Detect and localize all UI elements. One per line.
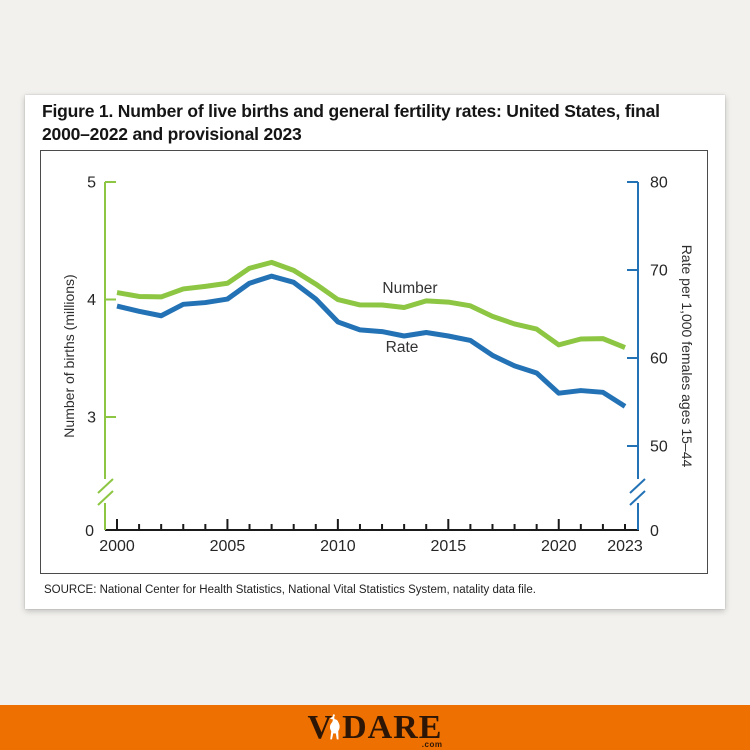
figure-card: Figure 1. Number of live births and gene… bbox=[25, 95, 725, 609]
logo-tld: .com bbox=[421, 740, 443, 750]
vdare-logo[interactable]: V DARE .com bbox=[307, 709, 443, 749]
left-axis-title: Number of births (millions) bbox=[61, 274, 77, 438]
source-note: SOURCE: National Center for Health Stati… bbox=[44, 584, 536, 596]
logo-letter-v: V bbox=[307, 709, 333, 747]
right-axis-title: Rate per 1,000 females ages 15–44 bbox=[679, 244, 695, 468]
footer-brand-bar: V DARE .com bbox=[0, 705, 750, 750]
figure-title-line2: 2000–2022 and provisional 2023 bbox=[42, 124, 302, 144]
figure-title-line1: Figure 1. Number of live births and gene… bbox=[42, 101, 660, 121]
deer-icon bbox=[329, 713, 340, 739]
chart-frame bbox=[40, 150, 708, 574]
logo-letters-dare: DARE bbox=[342, 709, 443, 747]
figure-title: Figure 1. Number of live births and gene… bbox=[42, 100, 720, 146]
